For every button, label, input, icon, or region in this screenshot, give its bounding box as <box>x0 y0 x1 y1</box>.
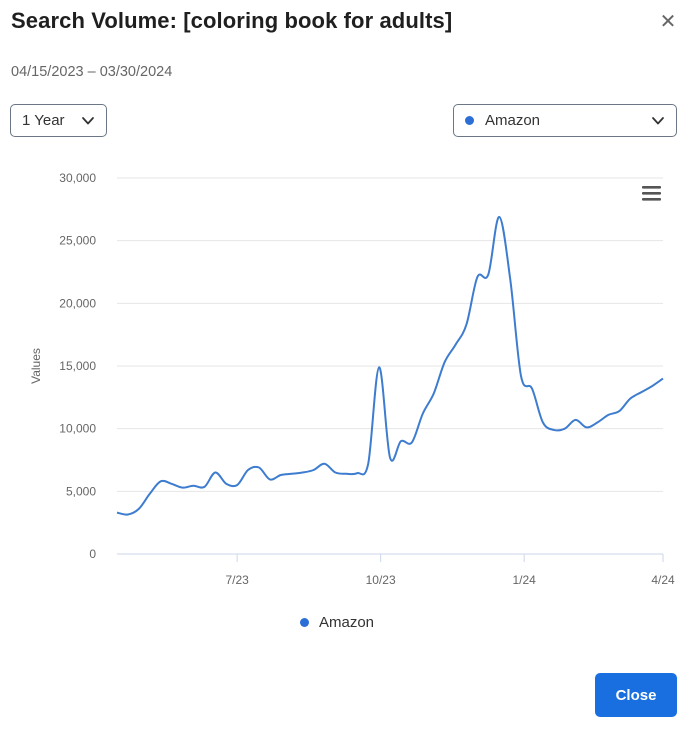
source-select-value: Amazon <box>485 112 541 129</box>
data-point[interactable] <box>572 416 580 424</box>
data-point[interactable] <box>386 453 394 461</box>
data-point[interactable] <box>211 469 219 477</box>
data-point[interactable] <box>561 425 569 433</box>
y-tick-label: 25,000 <box>59 234 96 248</box>
series-line-amazon[interactable] <box>116 215 664 516</box>
legend-marker <box>300 618 309 627</box>
data-point[interactable] <box>430 390 438 398</box>
search-volume-chart: Values 0 5,000 10,000 15,000 20,000 25,000 30,… <box>29 171 675 587</box>
hamburger-menu-icon[interactable] <box>642 186 661 201</box>
x-tick-label: 7/23 <box>225 573 249 587</box>
y-axis: 0 5,000 10,000 15,000 20,000 25,000 30,000 <box>59 171 96 561</box>
data-point[interactable] <box>157 477 165 485</box>
data-point[interactable] <box>146 490 154 498</box>
x-tick-label: 10/23 <box>366 573 396 587</box>
chevron-down-icon <box>82 117 94 125</box>
data-point[interactable] <box>441 358 449 366</box>
y-axis-title: Values <box>29 348 43 384</box>
data-point[interactable] <box>310 466 318 474</box>
data-point[interactable] <box>200 483 208 491</box>
y-tick-label: 5,000 <box>66 484 96 498</box>
data-point[interactable] <box>506 274 514 282</box>
x-axis: 7/23 10/23 1/24 4/24 <box>117 553 675 587</box>
chart-legend[interactable]: Amazon <box>300 614 374 631</box>
chart-series <box>113 213 667 519</box>
y-tick-label: 0 <box>89 547 96 561</box>
data-point[interactable] <box>222 480 230 488</box>
data-point[interactable] <box>604 411 612 419</box>
data-point[interactable] <box>288 470 296 478</box>
source-color-dot <box>465 116 474 125</box>
data-point[interactable] <box>277 471 285 479</box>
data-point[interactable] <box>615 407 623 415</box>
data-point[interactable] <box>397 437 405 445</box>
source-select[interactable]: Amazon <box>453 104 677 137</box>
period-select[interactable]: 1 Year <box>10 104 107 137</box>
data-point[interactable] <box>179 484 187 492</box>
data-point[interactable] <box>233 481 241 489</box>
date-range: 04/15/2023 – 03/30/2024 <box>11 64 173 80</box>
y-tick-label: 20,000 <box>59 296 96 310</box>
data-point[interactable] <box>473 273 481 281</box>
data-point[interactable] <box>495 213 503 221</box>
data-point[interactable] <box>168 480 176 488</box>
data-point[interactable] <box>659 375 667 383</box>
data-point[interactable] <box>593 418 601 426</box>
data-point[interactable] <box>353 469 361 477</box>
data-point[interactable] <box>189 482 197 490</box>
data-point[interactable] <box>408 438 416 446</box>
data-point[interactable] <box>113 509 121 517</box>
data-point[interactable] <box>299 469 307 477</box>
data-point[interactable] <box>244 466 252 474</box>
x-tick-label: 1/24 <box>512 573 536 587</box>
data-point[interactable] <box>626 395 634 403</box>
data-point[interactable] <box>539 418 547 426</box>
x-tick-label: 4/24 <box>651 573 675 587</box>
data-point[interactable] <box>364 460 372 468</box>
data-point[interactable] <box>484 271 492 279</box>
data-point[interactable] <box>419 410 427 418</box>
data-point[interactable] <box>342 470 350 478</box>
data-point[interactable] <box>375 363 383 371</box>
data-point[interactable] <box>124 511 132 519</box>
legend-label: Amazon <box>319 614 375 631</box>
data-point[interactable] <box>266 475 274 483</box>
data-point[interactable] <box>517 372 525 380</box>
y-tick-label: 15,000 <box>59 359 96 373</box>
data-point[interactable] <box>550 426 558 434</box>
data-point[interactable] <box>583 423 591 431</box>
y-tick-label: 10,000 <box>59 422 96 436</box>
close-icon[interactable]: ✕ <box>659 11 677 33</box>
close-button[interactable]: Close <box>595 673 677 717</box>
data-point[interactable] <box>135 505 143 513</box>
chart-grid <box>117 177 663 492</box>
dialog-title: Search Volume: [coloring book for adults… <box>11 8 453 33</box>
data-point[interactable] <box>462 321 470 329</box>
y-tick-label: 30,000 <box>59 171 96 185</box>
data-point[interactable] <box>528 385 536 393</box>
period-select-value: 1 Year <box>22 112 65 129</box>
data-point[interactable] <box>648 382 656 390</box>
data-point[interactable] <box>255 464 263 472</box>
data-point[interactable] <box>320 460 328 468</box>
chevron-down-icon <box>652 117 664 125</box>
data-point[interactable] <box>637 388 645 396</box>
data-point[interactable] <box>331 469 339 477</box>
data-point[interactable] <box>452 341 460 349</box>
